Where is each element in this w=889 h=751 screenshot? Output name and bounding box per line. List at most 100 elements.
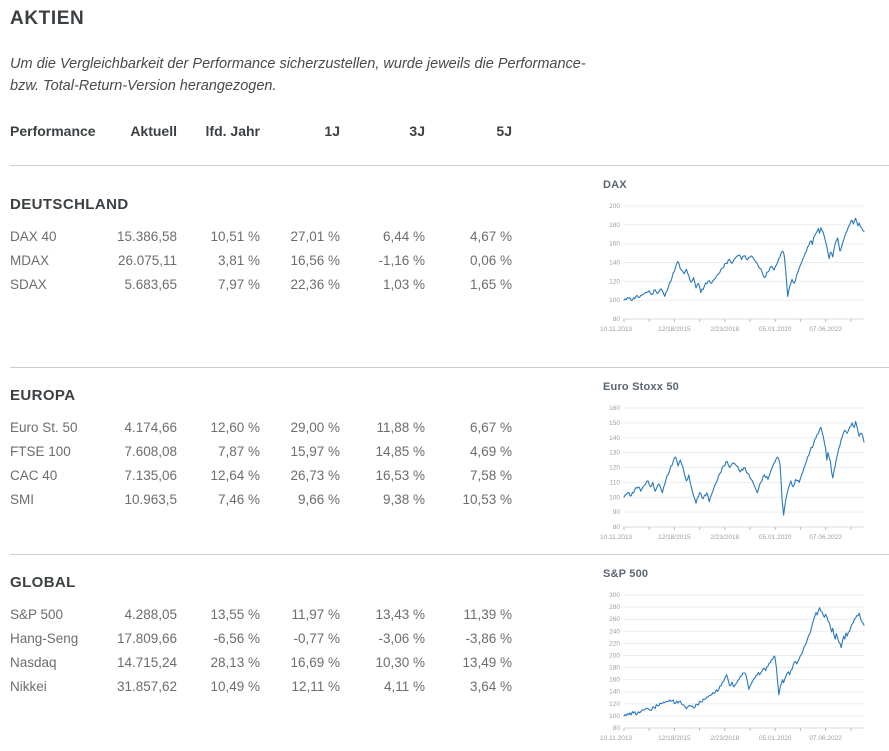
market-section: EUROPA Euro St. 50 4.174,66 12,60 % 29,00 %… bbox=[10, 366, 889, 554]
svg-text:07.06.2022: 07.06.2022 bbox=[809, 326, 842, 333]
svg-text:160: 160 bbox=[609, 405, 620, 412]
table-row: S&P 500 4.288,05 13,55 % 11,97 % 13,43 % 11,3… bbox=[10, 603, 512, 627]
value-cell: 27,01 % bbox=[290, 229, 340, 245]
svg-text:240: 240 bbox=[609, 628, 620, 635]
value-cell: 4.174,66 bbox=[124, 420, 177, 436]
value-cell: 1,65 % bbox=[469, 277, 512, 293]
value-cell: 7.135,06 bbox=[124, 468, 177, 484]
svg-text:2/23/2018: 2/23/2018 bbox=[710, 326, 739, 333]
chart-panel: Euro Stoxx 50 160 150 140 130 120 110 100 90 80 1… bbox=[600, 368, 880, 554]
value-cell: 12,11 % bbox=[291, 679, 340, 695]
svg-text:05.01.2020: 05.01.2020 bbox=[759, 326, 792, 333]
value-cell: -3,06 % bbox=[378, 631, 425, 647]
value-cell: 11,97 % bbox=[291, 607, 340, 623]
svg-text:05.01.2020: 05.01.2020 bbox=[759, 534, 792, 541]
page-title: AKTIEN bbox=[10, 8, 85, 29]
table-row: FTSE 100 7.608,08 7,87 % 15,97 % 14,85 % 4,69… bbox=[10, 440, 512, 464]
table-header-row: Performance Aktuell lfd. Jahr 1J 3J 5J bbox=[10, 123, 512, 139]
value-cell: 5.683,65 bbox=[124, 277, 177, 293]
value-cell: 6,44 % bbox=[382, 229, 425, 245]
index-name: S&P 500 bbox=[10, 607, 64, 623]
table-row: Nikkei 31.857,62 10,49 % 12,11 % 4,11 % 3,64 … bbox=[10, 675, 512, 699]
value-cell: 13,43 % bbox=[375, 607, 425, 623]
value-cell: 26,73 % bbox=[290, 468, 340, 484]
value-cell: 7,46 % bbox=[217, 492, 260, 508]
value-cell: 12,64 % bbox=[210, 468, 260, 484]
value-cell: 16,56 % bbox=[290, 253, 340, 269]
table-row: CAC 40 7.135,06 12,64 % 26,73 % 16,53 % 7,58 … bbox=[10, 464, 512, 488]
value-cell: 16,53 % bbox=[375, 468, 425, 484]
value-cell: 17.809,66 bbox=[116, 631, 177, 647]
column-header-performance: Performance bbox=[10, 122, 96, 139]
performance-table: EUROPA Euro St. 50 4.174,66 12,60 % 29,00 %… bbox=[10, 368, 512, 554]
svg-text:2/23/2018: 2/23/2018 bbox=[710, 534, 739, 541]
value-cell: -3,86 % bbox=[465, 631, 512, 647]
chart-panel: DAX 200 180 160 140 120 100 80 10.11.2013 12/18/… bbox=[600, 166, 880, 367]
value-cell: 9,38 % bbox=[382, 492, 425, 508]
value-cell: 13,49 % bbox=[462, 655, 512, 671]
value-cell: 10,53 % bbox=[462, 492, 512, 508]
chart-panel: S&P 500 300 280 260 240 220 200 180 160 140 120 10… bbox=[600, 555, 880, 751]
svg-text:07.06.2022: 07.06.2022 bbox=[809, 735, 842, 742]
value-cell: 11,88 % bbox=[376, 420, 425, 436]
svg-text:10.11.2013: 10.11.2013 bbox=[600, 326, 632, 333]
table-rows: S&P 500 4.288,05 13,55 % 11,97 % 13,43 % 11,3… bbox=[10, 603, 512, 699]
section-heading: DEUTSCHLAND bbox=[10, 195, 129, 213]
value-cell: -0,77 % bbox=[293, 631, 340, 647]
svg-text:120: 120 bbox=[609, 278, 620, 285]
column-header-aktuell: Aktuell bbox=[130, 122, 177, 139]
svg-text:2/23/2018: 2/23/2018 bbox=[710, 735, 739, 742]
table-row: Hang-Seng 17.809,66 -6,56 % -0,77 % -3,06 % -… bbox=[10, 627, 512, 651]
index-name: CAC 40 bbox=[10, 468, 58, 484]
value-cell: 26.075,11 bbox=[117, 253, 177, 269]
value-cell: 15,97 % bbox=[290, 444, 340, 460]
performance-line-chart: 300 280 260 240 220 200 180 160 140 120 100 80 10.11… bbox=[600, 592, 865, 742]
svg-text:260: 260 bbox=[609, 616, 620, 623]
disclaimer-line: Um die Vergleichbarkeit der Performance … bbox=[10, 56, 586, 95]
value-cell: 29,00 % bbox=[290, 420, 340, 436]
market-section: GLOBAL S&P 500 4.288,05 13,55 % 11,97 % 13,4… bbox=[10, 553, 889, 751]
value-cell: 6,67 % bbox=[469, 420, 512, 436]
column-header-5j: 5J bbox=[496, 122, 512, 139]
value-cell: 7,87 % bbox=[217, 444, 260, 460]
table-row: MDAX 26.075,11 3,81 % 16,56 % -1,16 % 0,06 % bbox=[10, 249, 512, 273]
svg-text:280: 280 bbox=[609, 604, 620, 611]
svg-text:90: 90 bbox=[613, 509, 621, 516]
value-cell: 14,85 % bbox=[375, 444, 425, 460]
index-name: Hang-Seng bbox=[10, 631, 79, 647]
svg-text:80: 80 bbox=[613, 524, 621, 531]
svg-text:05.01.2020: 05.01.2020 bbox=[759, 735, 792, 742]
value-cell: 14.715,24 bbox=[116, 655, 177, 671]
value-cell: 4,11 % bbox=[383, 679, 425, 695]
index-name: DAX 40 bbox=[10, 229, 57, 245]
index-name: MDAX bbox=[10, 253, 50, 269]
value-cell: 9,66 % bbox=[297, 492, 340, 508]
svg-text:180: 180 bbox=[609, 222, 620, 229]
value-cell: 22,36 % bbox=[290, 277, 340, 293]
table-row: SDAX 5.683,65 7,97 % 22,36 % 1,03 % 1,65 % bbox=[10, 273, 512, 297]
value-cell: 7,58 % bbox=[469, 468, 512, 484]
value-cell: 4,67 % bbox=[469, 229, 512, 245]
value-cell: 7,97 % bbox=[217, 277, 260, 293]
market-sections: DEUTSCHLAND DAX 40 15.386,58 10,51 % 27,01 … bbox=[10, 164, 889, 751]
svg-text:200: 200 bbox=[609, 652, 620, 659]
svg-text:130: 130 bbox=[609, 450, 620, 457]
table-rows: Euro St. 50 4.174,66 12,60 % 29,00 % 11,88 %… bbox=[10, 416, 512, 512]
value-cell: 10,49 % bbox=[210, 679, 260, 695]
svg-text:07.06.2022: 07.06.2022 bbox=[809, 534, 842, 541]
svg-text:180: 180 bbox=[609, 664, 620, 671]
value-cell: 12,60 % bbox=[210, 420, 260, 436]
table-row: Euro St. 50 4.174,66 12,60 % 29,00 % 11,88 %… bbox=[10, 416, 512, 440]
value-cell: 31.857,62 bbox=[116, 679, 177, 695]
value-cell: -1,16 % bbox=[378, 253, 425, 269]
performance-table: DEUTSCHLAND DAX 40 15.386,58 10,51 % 27,01 … bbox=[10, 166, 512, 367]
svg-text:10.11.2013: 10.11.2013 bbox=[600, 735, 632, 742]
svg-text:110: 110 bbox=[610, 479, 621, 486]
disclaimer-text: Um die Vergleichbarkeit der Performance … bbox=[10, 53, 590, 98]
value-cell: 10.963,5 bbox=[124, 492, 177, 508]
svg-text:160: 160 bbox=[609, 241, 620, 248]
svg-text:120: 120 bbox=[609, 464, 620, 471]
column-header-1j: 1J bbox=[324, 122, 340, 139]
column-header-lfd-jahr: lfd. Jahr bbox=[205, 122, 260, 139]
value-cell: 15.386,58 bbox=[116, 229, 177, 245]
